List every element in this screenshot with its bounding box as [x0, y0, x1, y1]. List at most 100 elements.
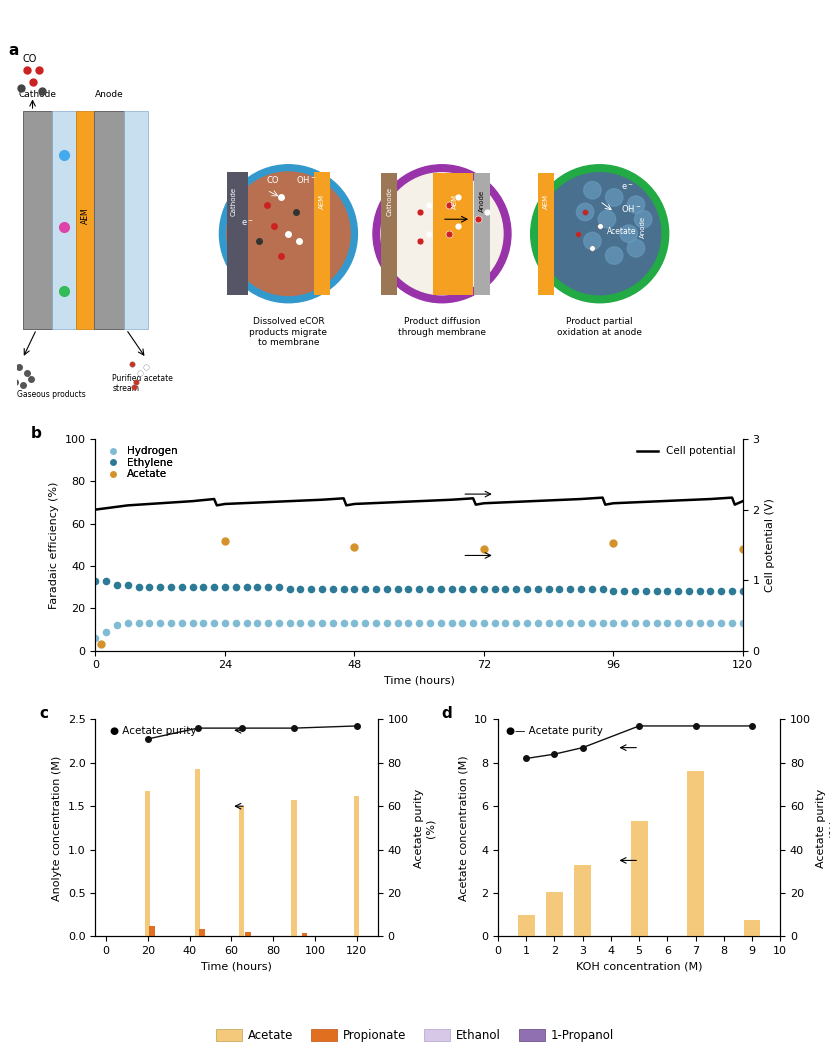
Point — [240, 615, 253, 632]
X-axis label: Time (hours): Time (hours) — [383, 676, 455, 686]
Point — [456, 581, 469, 598]
Text: c: c — [39, 707, 48, 722]
Point — [488, 581, 501, 598]
Point — [445, 581, 458, 598]
Point — [326, 615, 339, 632]
Point — [100, 572, 113, 589]
Point — [197, 579, 210, 596]
Point — [607, 534, 620, 551]
Bar — [433, 172, 473, 295]
Point — [736, 615, 749, 632]
Point — [380, 581, 393, 598]
Point — [693, 615, 706, 632]
Text: e$^-$: e$^-$ — [242, 219, 254, 229]
Point — [715, 583, 728, 600]
Text: OH$^-$: OH$^-$ — [622, 203, 642, 214]
Point — [574, 581, 588, 598]
Point — [240, 579, 253, 596]
Point — [553, 615, 566, 632]
Circle shape — [583, 182, 601, 199]
Point — [348, 539, 361, 555]
Point — [132, 579, 145, 596]
Point — [305, 615, 318, 632]
Text: Dissolved eCOR
products migrate
to membrane: Dissolved eCOR products migrate to membr… — [250, 317, 327, 347]
Point — [218, 579, 232, 596]
Text: AEM: AEM — [543, 194, 549, 208]
Point — [208, 615, 221, 632]
Text: Cathode: Cathode — [387, 186, 393, 216]
Text: ●— Acetate purity: ●— Acetate purity — [506, 726, 603, 736]
Point — [434, 581, 447, 598]
Bar — [381, 172, 397, 295]
Text: AEM: AEM — [452, 194, 458, 208]
Bar — [687, 771, 704, 936]
Point — [337, 615, 350, 632]
Point — [542, 615, 555, 632]
Point — [89, 630, 102, 646]
Bar — [195, 769, 201, 936]
Bar — [518, 914, 535, 936]
Bar — [22, 111, 52, 329]
Legend: Acetate, Propionate, Ethanol, 1-Propanol: Acetate, Propionate, Ethanol, 1-Propanol — [212, 1024, 618, 1046]
Text: Purified acetate
stream: Purified acetate stream — [112, 373, 173, 394]
Point — [197, 615, 210, 632]
Point — [715, 615, 728, 632]
Circle shape — [219, 165, 358, 303]
Point — [736, 541, 749, 558]
Point — [283, 615, 296, 632]
Bar — [52, 111, 76, 329]
Bar — [246, 932, 251, 936]
Text: Anode: Anode — [640, 216, 647, 238]
Point — [121, 577, 134, 594]
Point — [520, 615, 534, 632]
Text: Gaseous products: Gaseous products — [17, 390, 85, 399]
Point — [251, 579, 264, 596]
Text: OH$^-$: OH$^-$ — [295, 174, 316, 185]
Legend: Hydrogen, Ethylene, Acetate: Hydrogen, Ethylene, Acetate — [99, 442, 182, 484]
Text: Product diffusion
through membrane: Product diffusion through membrane — [398, 317, 486, 336]
Bar — [149, 926, 154, 936]
Point — [682, 615, 696, 632]
Point — [661, 615, 674, 632]
Bar — [354, 796, 359, 936]
Point — [143, 579, 156, 596]
Point — [369, 581, 383, 598]
Point — [564, 615, 577, 632]
Text: CO: CO — [266, 176, 279, 185]
Point — [218, 615, 232, 632]
Point — [359, 581, 372, 598]
Text: d: d — [442, 707, 452, 722]
Point — [510, 581, 523, 598]
Point — [283, 581, 296, 598]
Point — [477, 615, 491, 632]
Point — [628, 615, 642, 632]
Point — [499, 581, 512, 598]
Circle shape — [373, 165, 511, 303]
Point — [402, 581, 415, 598]
Point — [520, 581, 534, 598]
Point — [736, 583, 749, 600]
Point — [596, 615, 609, 632]
Point — [671, 583, 685, 600]
Circle shape — [620, 225, 637, 242]
Point — [639, 583, 652, 600]
Point — [456, 615, 469, 632]
Point — [326, 581, 339, 598]
Point — [391, 615, 404, 632]
Y-axis label: Faradaic efficiency (%): Faradaic efficiency (%) — [49, 481, 59, 608]
Point — [628, 583, 642, 600]
Point — [704, 583, 717, 600]
Legend: Cell potential: Cell potential — [632, 442, 740, 460]
Bar — [538, 172, 554, 295]
Point — [272, 579, 286, 596]
Point — [607, 583, 620, 600]
Point — [348, 615, 361, 632]
Point — [272, 615, 286, 632]
Circle shape — [227, 172, 350, 295]
Point — [693, 583, 706, 600]
Point — [574, 615, 588, 632]
Point — [229, 579, 242, 596]
Point — [337, 581, 350, 598]
Point — [531, 581, 544, 598]
Point — [466, 615, 480, 632]
